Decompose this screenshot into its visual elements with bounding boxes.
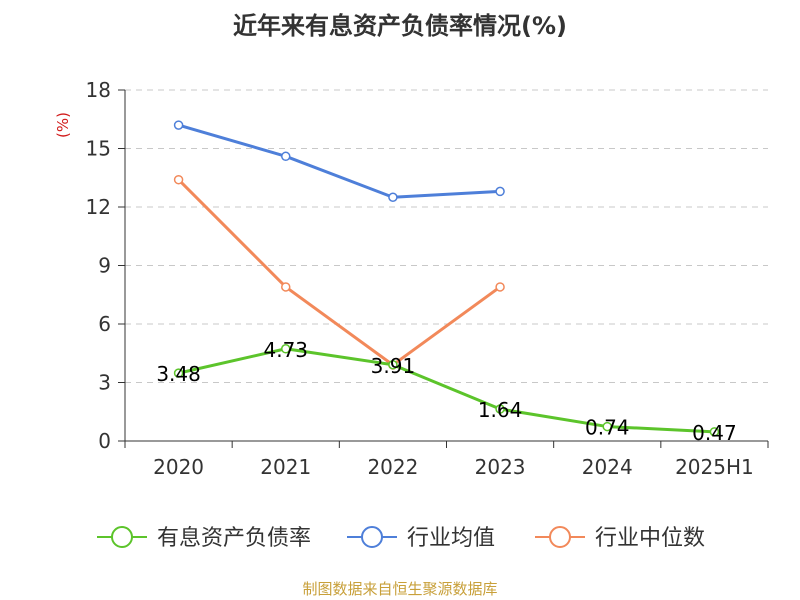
data-label: 3.91 — [371, 354, 416, 378]
y-tick-label: 0 — [98, 429, 111, 453]
axes: 0 3 6 9 12 15 18 2020 2021 2022 2023 2024 2025H1 — [86, 78, 769, 479]
legend-marker — [361, 526, 383, 548]
source-note: 制图数据来自恒生聚源数据库 — [302, 580, 498, 598]
legend: 有息资产负债率 行业均值 行业中位数 — [97, 526, 705, 551]
y-tick-label: 18 — [86, 78, 111, 102]
x-tick-label: 2020 — [153, 455, 204, 479]
data-label: 4.73 — [263, 338, 308, 362]
series-layer — [173, 120, 720, 437]
series-2 — [173, 174, 505, 370]
data-point — [173, 174, 184, 185]
legend-item: 有息资产负债率 — [97, 526, 311, 551]
data-labels: 3.48 4.73 3.91 1.64 0.74 0.47 — [156, 338, 736, 445]
data-point — [495, 404, 505, 414]
x-tick-label: 2023 — [475, 455, 526, 479]
data-label: 0.74 — [585, 416, 630, 440]
x-tick-label: 2024 — [582, 455, 633, 479]
legend-label: 有息资产负债率 — [157, 526, 311, 551]
data-point — [495, 282, 505, 292]
y-tick-label: 15 — [86, 137, 111, 161]
legend-marker — [111, 526, 133, 548]
legend-item: 行业均值 — [347, 526, 495, 551]
data-point — [388, 192, 398, 202]
y-tick-label: 6 — [98, 312, 111, 336]
data-point — [281, 344, 291, 354]
legend-label: 行业均值 — [407, 526, 495, 551]
legend-label: 行业中位数 — [595, 526, 705, 551]
data-label: 0.47 — [692, 421, 737, 445]
data-point — [495, 186, 505, 197]
chart-title: 近年来有息资产负债率情况(%) — [233, 12, 567, 40]
x-tick-label: 2022 — [367, 455, 418, 479]
data-point — [281, 282, 291, 292]
y-tick-label: 3 — [98, 371, 111, 395]
y-tick-label: 9 — [98, 254, 111, 278]
data-label: 3.48 — [156, 362, 201, 386]
series-line — [177, 178, 501, 367]
x-tick-label: 2025H1 — [675, 455, 754, 479]
x-tick-label: 2021 — [260, 455, 311, 479]
legend-item: 行业中位数 — [535, 526, 705, 551]
data-point — [173, 120, 184, 130]
data-point — [709, 427, 720, 437]
data-point — [388, 360, 398, 370]
series-line — [178, 123, 501, 199]
data-point — [281, 151, 291, 162]
data-point — [173, 368, 184, 378]
series-0 — [173, 344, 720, 437]
y-axis-label: (%) — [54, 112, 72, 138]
y-tick-label: 12 — [86, 195, 111, 219]
legend-marker — [549, 526, 571, 548]
data-label: 1.64 — [478, 398, 523, 422]
grid-lines — [125, 89, 768, 383]
data-point — [602, 421, 612, 432]
series-line — [178, 347, 715, 434]
series-1 — [173, 120, 505, 202]
